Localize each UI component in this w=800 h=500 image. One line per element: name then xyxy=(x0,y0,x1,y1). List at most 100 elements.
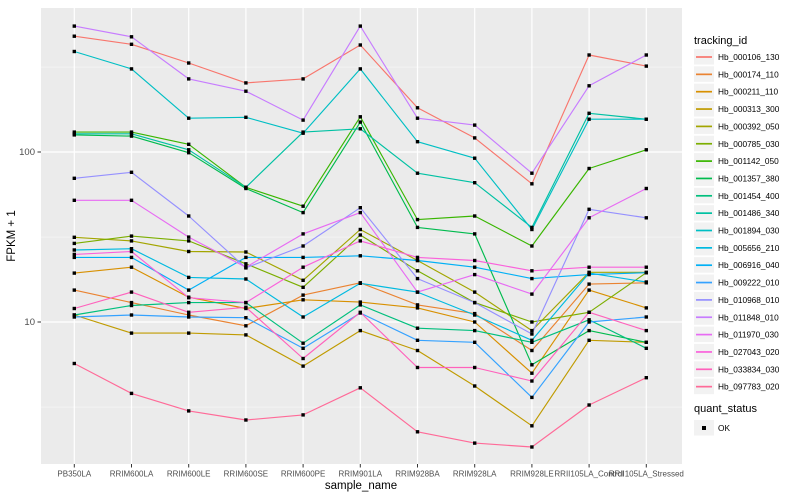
data-point xyxy=(72,132,76,136)
data-point xyxy=(244,81,248,85)
data-point xyxy=(301,278,305,282)
data-point xyxy=(129,249,134,254)
plot-panel-layer xyxy=(41,8,682,464)
x-tick-label: RRIM600LA xyxy=(110,470,154,479)
data-point xyxy=(358,386,362,390)
data-point xyxy=(187,148,191,152)
data-point xyxy=(473,313,477,317)
data-point xyxy=(415,217,420,222)
legend-item: Hb_001894_030 xyxy=(694,222,780,238)
data-point xyxy=(358,67,362,71)
legend-item: Hb_009222_010 xyxy=(694,274,780,291)
data-point xyxy=(644,148,648,152)
data-point xyxy=(530,225,534,230)
data-point xyxy=(587,288,591,292)
data-point xyxy=(244,305,248,309)
data-point xyxy=(358,127,362,131)
data-point xyxy=(415,106,420,110)
data-point xyxy=(72,306,76,311)
legend: tracking_id Hb_000106_130Hb_000174_110Hb… xyxy=(694,35,780,436)
x-tick-label: PB350LA xyxy=(57,470,91,479)
data-point xyxy=(72,198,76,202)
data-point xyxy=(187,249,191,254)
data-point xyxy=(244,277,248,281)
data-point xyxy=(587,207,591,211)
data-point xyxy=(244,89,248,93)
data-point xyxy=(187,214,191,218)
data-point xyxy=(129,198,134,202)
x-tick-label: RRIM600PE xyxy=(281,470,325,479)
data-point xyxy=(301,364,305,368)
data-point xyxy=(415,290,420,294)
data-point xyxy=(587,328,591,333)
x-tick-label: RRIM928LE xyxy=(510,470,554,479)
data-point xyxy=(301,255,305,260)
legend-item-label: Hb_027043_020 xyxy=(718,347,780,357)
data-point xyxy=(72,241,76,246)
quant-status-legend-item: OK xyxy=(694,420,730,436)
data-point xyxy=(129,255,134,260)
y-tick-label: 10 xyxy=(24,317,35,328)
legend-item-label: Hb_011848_010 xyxy=(718,312,779,322)
legend-item: Hb_011970_030 xyxy=(694,326,779,343)
quant-status-legend-items: OK xyxy=(694,420,730,436)
data-point xyxy=(644,376,648,380)
data-point xyxy=(530,244,534,248)
data-point xyxy=(473,136,477,140)
data-point xyxy=(415,348,420,353)
data-point xyxy=(129,35,134,39)
data-point xyxy=(415,303,420,307)
data-point xyxy=(415,140,420,144)
legend-item: Hb_097783_020 xyxy=(694,378,780,395)
data-point xyxy=(530,227,534,232)
data-point xyxy=(129,132,134,136)
data-point xyxy=(129,130,134,134)
data-point xyxy=(187,288,191,292)
data-point xyxy=(473,300,477,305)
data-point xyxy=(473,365,477,370)
data-point xyxy=(587,166,591,171)
legend-item: Hb_001142_050 xyxy=(694,153,779,169)
data-point xyxy=(358,227,362,232)
data-point xyxy=(187,61,191,65)
legend-item-label: Hb_010968_010 xyxy=(718,295,780,305)
data-point xyxy=(301,210,305,215)
legend-item: Hb_000392_050 xyxy=(694,118,780,134)
data-point xyxy=(129,265,134,269)
data-point xyxy=(72,49,76,54)
data-point xyxy=(415,171,420,175)
legend-item: Hb_001486_340 xyxy=(694,205,780,221)
data-point xyxy=(72,235,76,239)
data-point xyxy=(358,24,362,28)
data-point xyxy=(473,441,477,445)
data-point xyxy=(129,247,134,251)
legend-item: Hb_000313_300 xyxy=(694,101,780,117)
data-point xyxy=(72,130,76,134)
data-point xyxy=(358,239,362,243)
data-point xyxy=(415,258,420,263)
data-point xyxy=(530,171,534,175)
data-point xyxy=(244,255,248,260)
legend-item-label: Hb_005656_210 xyxy=(718,243,780,253)
quant-status-label: OK xyxy=(718,423,730,433)
data-point xyxy=(301,244,305,248)
data-point xyxy=(72,176,76,180)
data-point xyxy=(301,285,305,289)
legend-item: Hb_011848_010 xyxy=(694,309,779,325)
data-point xyxy=(587,53,591,57)
data-point xyxy=(644,306,648,310)
data-point xyxy=(415,338,420,342)
data-point xyxy=(358,115,362,119)
data-point xyxy=(530,332,534,336)
data-point xyxy=(72,24,76,28)
data-point xyxy=(187,409,191,413)
data-point xyxy=(129,42,134,46)
data-point xyxy=(473,156,477,160)
legend-item-label: Hb_097783_020 xyxy=(718,382,780,392)
legend-item-label: Hb_000106_130 xyxy=(718,52,780,62)
data-point xyxy=(301,131,305,135)
data-point xyxy=(587,216,591,220)
data-point xyxy=(301,346,305,350)
data-point xyxy=(415,306,420,310)
